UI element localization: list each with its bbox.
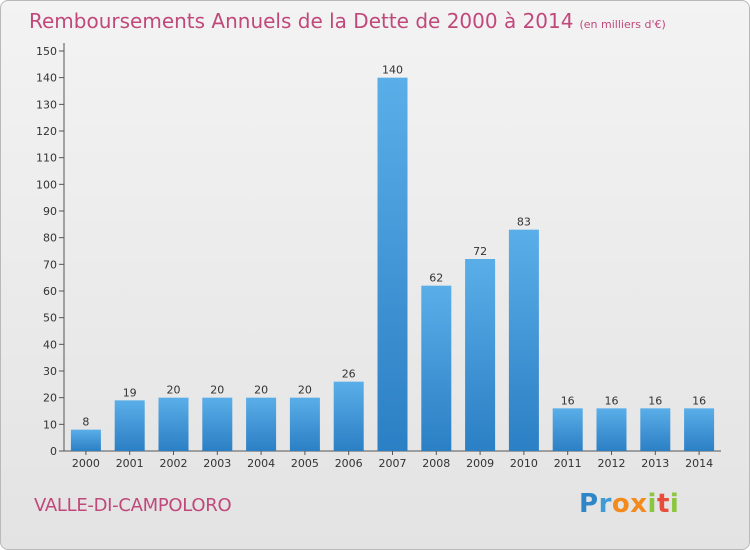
- y-tick-label: 120: [36, 125, 57, 138]
- x-tick-label: 2004: [247, 457, 275, 470]
- y-tick-label: 30: [43, 365, 57, 378]
- bar-2003: [202, 397, 233, 451]
- chart-title: Remboursements Annuels de la Dette de 20…: [29, 9, 666, 33]
- x-tick-label: 2000: [72, 457, 100, 470]
- y-tick-label: 60: [43, 285, 57, 298]
- value-label: 19: [123, 386, 137, 399]
- value-label: 16: [648, 394, 662, 407]
- value-label: 20: [298, 384, 312, 397]
- value-label: 83: [517, 216, 531, 229]
- value-label: 16: [561, 394, 575, 407]
- x-tick-label: 2014: [685, 457, 713, 470]
- x-tick-label: 2009: [466, 457, 494, 470]
- value-label: 72: [473, 245, 487, 258]
- y-tick-label: 90: [43, 205, 57, 218]
- y-tick-label: 100: [36, 178, 57, 191]
- x-tick-label: 2005: [291, 457, 319, 470]
- x-tick-label: 2011: [554, 457, 582, 470]
- x-tick-label: 2001: [116, 457, 144, 470]
- bar-2012: [596, 408, 627, 451]
- value-label: 140: [382, 64, 403, 77]
- y-tick-label: 150: [36, 45, 57, 58]
- value-label: 62: [429, 272, 443, 285]
- proxiti-logo: Proxiti: [579, 489, 680, 519]
- value-label: 16: [692, 394, 706, 407]
- bar-2013: [640, 408, 671, 451]
- value-label: 20: [210, 384, 224, 397]
- y-tick-label: 10: [43, 418, 57, 431]
- bar-2002: [158, 397, 189, 451]
- x-tick-label: 2007: [379, 457, 407, 470]
- x-tick-label: 2008: [422, 457, 450, 470]
- value-label: 16: [605, 394, 619, 407]
- bar-2006: [333, 381, 364, 451]
- value-label: 20: [167, 384, 181, 397]
- bar-2010: [508, 229, 539, 451]
- y-tick-label: 40: [43, 338, 57, 351]
- bar-2005: [289, 397, 320, 451]
- value-label: 20: [254, 384, 268, 397]
- x-tick-label: 2003: [203, 457, 231, 470]
- y-tick-label: 130: [36, 98, 57, 111]
- bar-2011: [552, 408, 583, 451]
- bar-2014: [684, 408, 715, 451]
- bar-2007: [377, 77, 408, 452]
- chart-title-text: Remboursements Annuels de la Dette de 20…: [29, 9, 574, 33]
- x-tick-label: 2002: [160, 457, 188, 470]
- y-tick-label: 50: [43, 312, 57, 325]
- x-tick-label: 2013: [641, 457, 669, 470]
- bar-2000: [70, 429, 101, 451]
- value-label: 26: [342, 368, 356, 381]
- x-tick-label: 2010: [510, 457, 538, 470]
- y-tick-label: 20: [43, 392, 57, 405]
- y-tick-label: 0: [50, 445, 57, 458]
- bar-2004: [246, 397, 277, 451]
- value-label: 8: [82, 416, 89, 429]
- commune-name: VALLE-DI-CAMPOLORO: [34, 495, 232, 516]
- x-tick-label: 2012: [598, 457, 626, 470]
- bar-2008: [421, 285, 452, 451]
- y-tick-label: 110: [36, 152, 57, 165]
- chart-unit: (en milliers d'€): [579, 18, 666, 31]
- bar-2009: [465, 259, 496, 451]
- x-tick-label: 2006: [335, 457, 363, 470]
- bar-2001: [114, 400, 145, 451]
- y-tick-label: 70: [43, 258, 57, 271]
- y-tick-label: 80: [43, 232, 57, 245]
- y-tick-label: 140: [36, 72, 57, 85]
